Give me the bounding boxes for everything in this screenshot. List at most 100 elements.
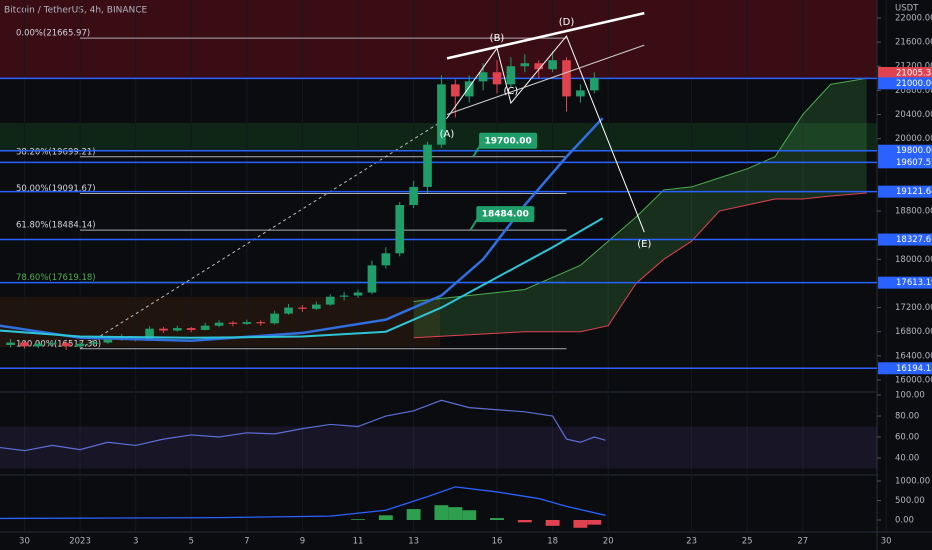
candle-body: [214, 322, 224, 326]
level-label: 19800.00: [896, 146, 932, 156]
level-box: [878, 362, 932, 375]
macd-histogram: [490, 518, 504, 520]
candle-body: [173, 328, 182, 331]
x-tick-label: 5: [189, 537, 194, 547]
candle-body: [492, 72, 502, 85]
candle-body: [159, 328, 168, 331]
macd-histogram: [351, 519, 365, 520]
x-tick-label: 18: [547, 537, 558, 547]
macd-histogram: [587, 519, 602, 525]
candle-body: [20, 342, 29, 347]
fib-label: 38.20%(19699.21): [16, 147, 96, 157]
candle-body: [534, 63, 544, 70]
x-tick-label: 27: [797, 537, 808, 547]
x-tick-label: 2023: [69, 537, 91, 547]
macd-histogram: [462, 510, 477, 520]
macd-histogram: [434, 505, 449, 520]
candle-body: [589, 78, 599, 91]
candle-body: [103, 338, 113, 343]
candle-body: [47, 343, 57, 345]
candle-body: [506, 66, 516, 85]
level-box: [878, 156, 932, 169]
currency: USDT: [895, 4, 919, 14]
y-tick-label: 20400.00: [895, 110, 932, 120]
candle-body: [478, 72, 488, 82]
y-tick-label: 18800.00: [895, 207, 932, 217]
candle-body: [242, 322, 252, 324]
trendline: [446, 44, 645, 115]
x-tick-label: 7: [244, 537, 249, 547]
x-tick-label: 30: [19, 537, 30, 547]
y-tick-label: 40.00: [895, 454, 919, 464]
y-tick-label: 20800.00: [895, 86, 932, 96]
candle-body: [298, 307, 307, 309]
x-tick-label: 11: [353, 537, 364, 547]
y-tick-label: 20000.00: [895, 134, 932, 144]
macd-histogram: [448, 507, 463, 520]
level-box: [878, 144, 932, 157]
fib-label: 61.80%(18484.14): [16, 221, 96, 231]
y-tick-label: 18000.00: [895, 255, 932, 265]
candle-body: [437, 84, 446, 145]
y-tick-label: 16400.00: [895, 351, 932, 361]
candle-body: [339, 295, 349, 297]
level-box: [878, 77, 932, 90]
ma-line: [0, 217, 604, 339]
candle-body: [34, 343, 43, 347]
candle-body: [562, 60, 571, 97]
candle-body: [186, 328, 196, 330]
candle-body: [548, 60, 557, 70]
callout-box: [479, 132, 538, 149]
y-tick-label: 17200.00: [895, 303, 932, 313]
macd-line: [0, 486, 606, 520]
candle-body: [464, 81, 474, 97]
level-box: [878, 66, 932, 79]
x-tick-label: 23: [686, 537, 697, 547]
candle-body: [256, 322, 266, 324]
x-tick-label: 16: [492, 537, 503, 547]
macd-histogram: [406, 509, 421, 520]
y-tick-label: 100.00: [895, 391, 925, 401]
rsi-line: [0, 399, 606, 452]
y-tick-label: 80.00: [895, 412, 919, 422]
chart-title: Bitcoin / TetherUS, 4h, BINANCE: [4, 6, 148, 16]
y-tick-label: 500.00: [895, 496, 925, 506]
cloud-lower: [413, 192, 867, 339]
wave-label: (D): [559, 17, 575, 28]
y-tick-label: 16800.00: [895, 327, 932, 337]
level-label: 18327.61: [896, 235, 932, 245]
x-tick-label: 3: [133, 537, 138, 547]
y-tick-label: 21600.00: [895, 38, 932, 48]
candle-body: [228, 322, 238, 324]
candle-body: [312, 304, 321, 309]
level-label: 21000.00: [896, 79, 932, 89]
wave-label: (A): [440, 129, 455, 140]
fib-label: 0.00%(21665.97): [16, 29, 90, 39]
macd-histogram: [573, 519, 588, 528]
level-box: [878, 185, 932, 198]
y-tick-label: 22000.00: [895, 13, 932, 23]
callout-box: [476, 206, 535, 223]
wave-path: [446, 35, 645, 233]
level-label: 19607.57: [896, 158, 932, 168]
candle-body: [61, 343, 71, 347]
candle-body: [325, 296, 335, 305]
callout-label: 18484.00: [482, 210, 529, 220]
candle-body: [284, 307, 293, 314]
candle-body: [6, 342, 15, 345]
candle-body: [451, 84, 460, 97]
candle-body: [367, 265, 377, 293]
fib-label: 78.60%(17619.18): [16, 273, 96, 283]
y-tick-label: 0.00: [895, 515, 914, 525]
candle-body: [423, 144, 432, 187]
cloud-upper: [413, 77, 867, 303]
candle-body: [395, 205, 405, 254]
x-tick-label: 13: [408, 537, 419, 547]
y-tick-label: 1000.00: [895, 477, 930, 487]
candle-body: [381, 253, 391, 266]
level-box: [878, 276, 932, 289]
level-label: 16194.11: [896, 364, 932, 374]
macd-histogram: [545, 519, 560, 526]
candle-body: [75, 343, 85, 347]
